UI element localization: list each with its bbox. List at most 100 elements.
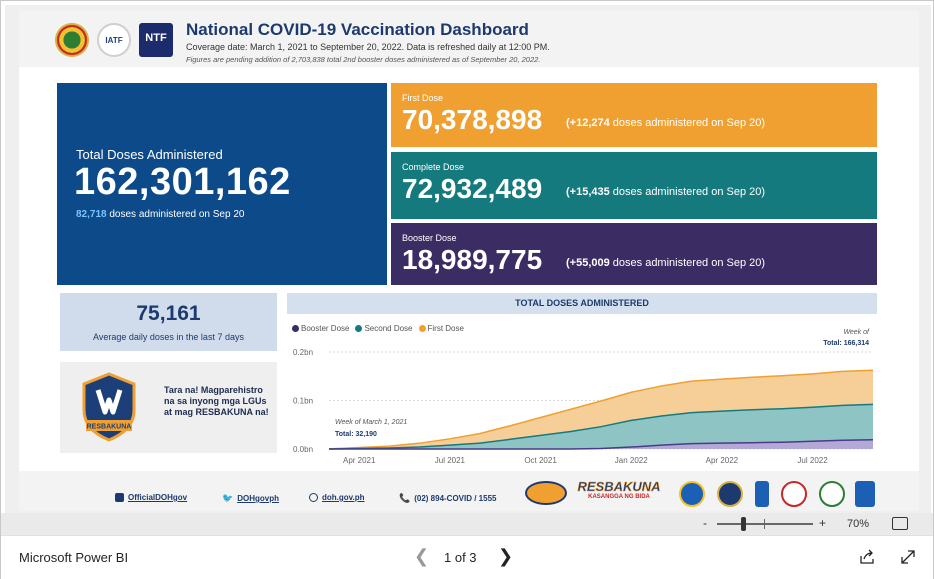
y-tick-label: 0.2bn [293, 348, 313, 357]
total-daily-suffix: doses administered on Sep 20 [106, 209, 245, 220]
agency-seal-3-icon [819, 481, 845, 507]
facebook-link[interactable]: OfficialDOHgov [115, 493, 187, 502]
resbakuna-logo: RESBAKUNA KASANGGA NG BIDA [575, 479, 663, 505]
bottom-bar: Microsoft Power BI ❮ 1 of 3 ❯ [1, 535, 933, 579]
x-tick-label: Oct 2021 [524, 456, 557, 465]
booster-dose-delta: (+55,009 doses administered on Sep 20) [566, 257, 765, 269]
legend-booster-dot [292, 325, 299, 332]
legend-second[interactable]: Second Dose [355, 324, 413, 333]
first-dose-delta-suffix: doses administered on Sep 20) [609, 117, 766, 129]
booster-dose-card: Booster Dose 18,989,775 (+55,009 doses a… [391, 223, 877, 285]
complete-dose-value: 72,932,489 [402, 173, 543, 204]
previous-page-button[interactable]: ❮ [414, 546, 430, 566]
complete-dose-label: Complete Dose [402, 162, 465, 172]
zoom-slider-track[interactable] [717, 523, 813, 525]
total-doses-card: Total Doses Administered 162,301,162 82,… [57, 83, 387, 285]
twitter-icon: 🐦 [222, 493, 234, 503]
legend-first-label: First Dose [427, 324, 464, 333]
website-link[interactable]: doh.gov.ph [309, 493, 365, 502]
dashboard-footer: OfficialDOHgov 🐦 DOHgovph doh.gov.ph 📞 (02… [19, 471, 919, 511]
iatf-logo-icon: IATF [97, 23, 131, 57]
chart-legend: Booster Dose Second Dose First Dose [292, 324, 464, 333]
x-tick-label: Apr 2021 [343, 456, 376, 465]
promo-text: Tara na! Magparehistro na sa inyong mga … [164, 385, 269, 417]
doh-seal-icon [55, 23, 89, 57]
x-tick-label: Apr 2022 [706, 456, 739, 465]
next-page-button[interactable]: ❯ [498, 546, 514, 566]
agency-seal-1-icon [679, 481, 705, 507]
complete-dose-card: Complete Dose 72,932,489 (+15,435 doses … [391, 152, 877, 219]
zoom-bar: - + 70% [1, 513, 933, 535]
dilg-seal-icon [781, 481, 807, 507]
total-doses-value: 162,301,162 [74, 161, 291, 203]
average-daily-value: 75,161 [136, 302, 201, 325]
second-dose-area-line [328, 403, 874, 450]
booster-dose-label: Booster Dose [402, 233, 457, 243]
complete-dose-delta-number: (+15,435 [566, 186, 610, 198]
annotation-start-total: Total: 32,190 [335, 431, 377, 438]
coverage-date: Coverage date: March 1, 2021 to Septembe… [186, 42, 550, 52]
complete-dose-delta: (+15,435 doses administered on Sep 20) [566, 186, 765, 198]
legend-first-dot [418, 325, 426, 332]
report-page: IATF NTF National COVID-19 Vaccination D… [19, 11, 919, 511]
legend-first[interactable]: First Dose [418, 324, 464, 333]
legend-second-dot [355, 325, 363, 332]
facebook-text: OfficialDOHgov [128, 493, 188, 502]
booster-dose-delta-number: (+55,009 [566, 257, 610, 269]
zoom-out-button[interactable]: - [703, 516, 707, 530]
first-dose-card: First Dose 70,378,898 (+12,274 doses adm… [391, 83, 877, 147]
pending-note: Figures are pending addition of 2,703,83… [186, 55, 541, 64]
x-tick-label: Jul 2022 [797, 456, 828, 465]
share-icon[interactable] [858, 548, 876, 566]
phone-text: (02) 894-COVID / 1555 [414, 494, 497, 503]
chart-title: TOTAL DOSES ADMINISTERED [287, 293, 877, 314]
phone-icon: 📞 [399, 493, 411, 503]
ntf-logo-icon: NTF [139, 23, 173, 57]
bida-logo-icon [525, 481, 567, 505]
website-text: doh.gov.ph [322, 493, 365, 502]
twitter-link[interactable]: 🐦 DOHgovph [222, 493, 279, 504]
zoom-slider-thumb[interactable] [740, 517, 746, 531]
x-tick-label: Jul 2021 [435, 456, 466, 465]
facebook-icon [115, 493, 124, 502]
first-dose-label: First Dose [402, 93, 444, 103]
y-tick-label: 0.0bn [293, 445, 313, 454]
zoom-level: 70% [847, 518, 870, 530]
total-doses-daily: 82,718 doses administered on Sep 20 [76, 209, 244, 220]
legend-booster-label: Booster Dose [301, 324, 350, 333]
resbakuna-promo: RESBAKUNA Tara na! Magparehistro na sa i… [60, 362, 277, 453]
fullscreen-icon[interactable] [899, 548, 917, 566]
resbakuna-badge-icon: RESBAKUNA [82, 372, 136, 442]
annotation-end-total: Total: 166,314 [823, 340, 869, 347]
average-daily-card: 75,161 Average daily doses in the last 7… [60, 293, 277, 351]
annotation-start-label: Week of March 1, 2021 [335, 419, 407, 426]
total-doses-label: Total Doses Administered [76, 147, 223, 162]
legend-booster[interactable]: Booster Dose [292, 324, 349, 333]
zoom-in-button[interactable]: + [819, 516, 827, 530]
phone-link[interactable]: 📞 (02) 894-COVID / 1555 [399, 493, 496, 504]
zoom-slider-tick [764, 519, 765, 529]
first-dose-delta-number: (+12,274 [566, 117, 610, 129]
app-name: Microsoft Power BI [19, 550, 129, 565]
fit-to-page-icon[interactable] [892, 517, 908, 530]
total-daily-number: 82,718 [76, 209, 107, 220]
legend-second-label: Second Dose [364, 324, 413, 333]
booster-dose-delta-suffix: doses administered on Sep 20) [609, 257, 766, 269]
booster-dose-value: 18,989,775 [402, 244, 543, 275]
first-dose-delta: (+12,274 doses administered on Sep 20) [566, 117, 765, 129]
undp-logo-icon [855, 481, 875, 507]
total-doses-chart[interactable]: 0.2bn 0.1bn 0.0bn Apr 2021 Jul 2021 Oct 2021 J… [287, 316, 877, 466]
average-daily-label: Average daily doses in the last 7 days [93, 332, 244, 342]
report-canvas: IATF NTF National COVID-19 Vaccination D… [5, 5, 931, 513]
booster-dose-area [329, 439, 873, 449]
globe-icon [309, 493, 318, 502]
first-dose-area-line [328, 369, 874, 450]
y-tick-label: 0.1bn [293, 397, 313, 406]
annotation-end-label: Week of [843, 329, 870, 336]
first-dose-area [329, 370, 873, 449]
complete-dose-delta-suffix: doses administered on Sep 20) [609, 186, 766, 198]
twitter-text: DOHgovph [237, 494, 279, 503]
first-dose-value: 70,378,898 [402, 104, 543, 135]
x-tick-label: Jan 2022 [615, 456, 648, 465]
